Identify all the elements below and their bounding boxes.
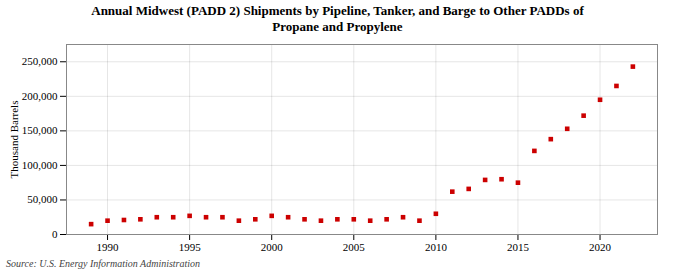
svg-text:2010: 2010 <box>425 241 448 253</box>
svg-text:1995: 1995 <box>179 241 202 253</box>
svg-text:150,000: 150,000 <box>22 124 58 136</box>
svg-text:2015: 2015 <box>507 241 530 253</box>
svg-text:200,000: 200,000 <box>22 89 58 101</box>
svg-text:0: 0 <box>52 228 58 240</box>
html-text:Source: U.S. Energy Informatio: Source: U.S. Energy Information Administ… <box>6 257 201 269</box>
svg-text:2005: 2005 <box>343 241 366 253</box>
html-text:Annual Midwest (PADD 2) Shipme: Annual Midwest (PADD 2) Shipments by Pip… <box>91 3 584 35</box>
svg-text:Thousand Barrels: Thousand Barrels <box>8 100 20 178</box>
svg-text:2000: 2000 <box>261 241 284 253</box>
svg-text:50,000: 50,000 <box>27 193 58 205</box>
svg-text:2020: 2020 <box>589 241 612 253</box>
svg-text:1990: 1990 <box>97 241 120 253</box>
svg-text:100,000: 100,000 <box>22 158 58 170</box>
svg-text:250,000: 250,000 <box>22 55 58 67</box>
